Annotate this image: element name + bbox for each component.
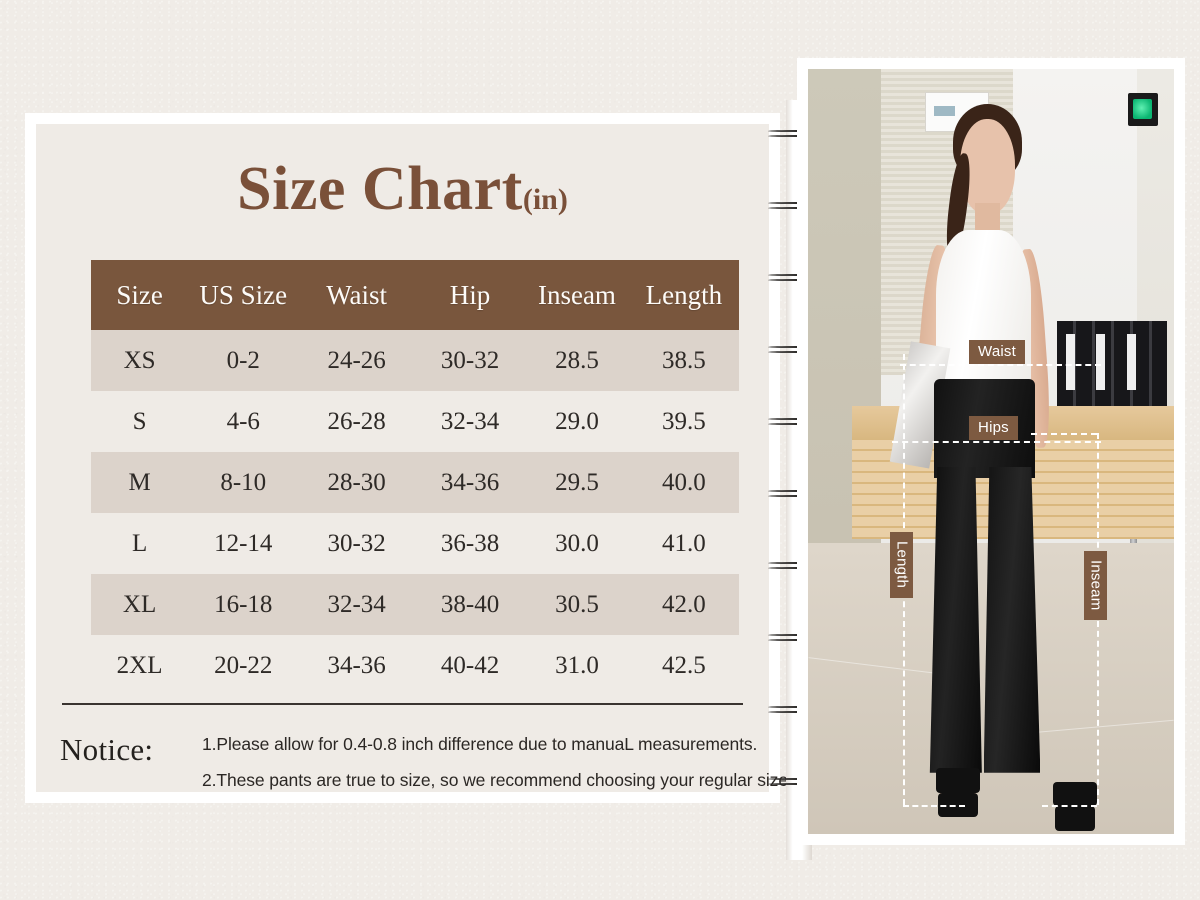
cell-waist: 28-30 [298,452,415,513]
cell-waist: 30-32 [298,513,415,574]
cell-length: 42.0 [628,574,739,635]
size-table-wrapper: Size US Size Waist Hip Inseam Length XS … [91,260,739,696]
cell-inseam: 29.0 [525,391,629,452]
table-row: S 4-6 26-28 32-34 29.0 39.5 [91,391,739,452]
model-sandal-left [936,768,980,793]
cell-us-size: 8-10 [188,452,299,513]
page-title-main: Size Chart [237,155,523,223]
cell-length: 39.5 [628,391,739,452]
cell-waist: 34-36 [298,635,415,696]
cell-size: L [91,513,189,574]
column-header-inseam: Inseam [525,260,629,330]
cell-waist: 24-26 [298,330,415,391]
length-guide-bottom [903,804,966,807]
size-chart-card: Size Chart(in) Size US Size Waist Hip In… [25,113,793,803]
table-row: L 12-14 30-32 36-38 30.0 41.0 [91,513,739,574]
cell-hip: 36-38 [414,513,526,574]
cell-hip: 40-42 [414,635,526,696]
cell-size: 2XL [91,635,189,696]
exit-indicator-icon [1128,93,1158,126]
hips-guide-line [892,440,1101,443]
inseam-label: Inseam [1084,550,1108,621]
cell-us-size: 12-14 [188,513,299,574]
column-header-waist: Waist [298,260,415,330]
pants-leg-left [929,466,982,773]
cell-us-size: 20-22 [188,635,299,696]
model-sandal-right [1053,781,1098,807]
cell-us-size: 16-18 [188,574,299,635]
cell-hip: 32-34 [414,391,526,452]
page-title-unit: (in) [522,183,568,216]
cell-size: M [91,452,189,513]
notice-line-2: 2.These pants are true to size, so we re… [202,770,793,790]
inseam-guide-top [1031,433,1098,436]
model-sandal-sole-right [1055,806,1096,831]
table-header-row: Size US Size Waist Hip Inseam Length [91,260,739,330]
cell-size: XS [91,330,189,391]
product-photo: Waist Hips Length Inseam [808,69,1174,834]
cell-inseam: 28.5 [525,330,629,391]
waist-label: Waist [969,339,1025,364]
size-chart-inner: Size Chart(in) Size US Size Waist Hip In… [36,124,793,792]
cell-us-size: 0-2 [188,330,299,391]
cell-waist: 32-34 [298,574,415,635]
table-row: 2XL 20-22 34-36 40-42 31.0 42.5 [91,635,739,696]
notice-block: Notice: 1.Please allow for 0.4-0.8 inch … [60,724,793,806]
cell-length: 41.0 [628,513,739,574]
notice-line-1: 1.Please allow for 0.4-0.8 inch differen… [202,734,758,754]
cell-inseam: 30.0 [525,513,629,574]
cell-size: S [91,391,189,452]
waist-guide-line [899,364,1101,367]
table-row: XS 0-2 24-26 30-32 28.5 38.5 [91,330,739,391]
cell-length: 42.5 [628,635,739,696]
pants-leg-right [983,466,1041,773]
table-row: M 8-10 28-30 34-36 29.5 40.0 [91,452,739,513]
cell-inseam: 31.0 [525,635,629,696]
page-title: Size Chart(in) [36,158,769,220]
column-header-us-size: US Size [188,260,299,330]
cell-waist: 26-28 [298,391,415,452]
column-header-hip: Hip [414,260,526,330]
notice-label: Notice: [60,732,154,767]
cell-hip: 30-32 [414,330,526,391]
column-header-length: Length [628,260,739,330]
cell-us-size: 4-6 [188,391,299,452]
hips-label: Hips [969,416,1018,441]
cell-hip: 34-36 [414,452,526,513]
notice-divider [62,703,743,705]
inseam-guide-bottom [1042,804,1098,807]
size-table: Size US Size Waist Hip Inseam Length XS … [91,260,739,696]
table-row: XL 16-18 32-34 38-40 30.5 42.0 [91,574,739,635]
notice-lines: 1.Please allow for 0.4-0.8 inch differen… [202,724,793,806]
cell-inseam: 29.5 [525,452,629,513]
cell-length: 38.5 [628,330,739,391]
cell-hip: 38-40 [414,574,526,635]
cell-size: XL [91,574,189,635]
length-label: Length [890,531,914,598]
cell-length: 40.0 [628,452,739,513]
column-header-size: Size [91,260,189,330]
product-photo-card: Waist Hips Length Inseam [797,58,1185,845]
cell-inseam: 30.5 [525,574,629,635]
